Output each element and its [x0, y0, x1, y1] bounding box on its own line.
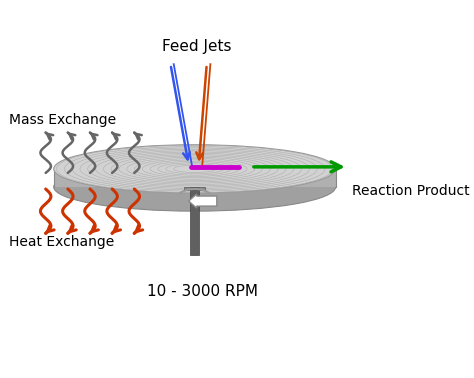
Bar [184, 187, 205, 190]
Text: Feed Jets: Feed Jets [162, 39, 231, 54]
Ellipse shape [54, 145, 336, 193]
Text: Mass Exchange: Mass Exchange [9, 113, 117, 127]
Ellipse shape [54, 163, 336, 211]
FancyArrow shape [189, 194, 217, 208]
Bar [54, 169, 336, 187]
Text: Reaction Product: Reaction Product [352, 184, 469, 198]
Text: Heat Exchange: Heat Exchange [9, 235, 115, 249]
Text: 10 - 3000 RPM: 10 - 3000 RPM [147, 284, 258, 299]
Bar [190, 187, 199, 256]
